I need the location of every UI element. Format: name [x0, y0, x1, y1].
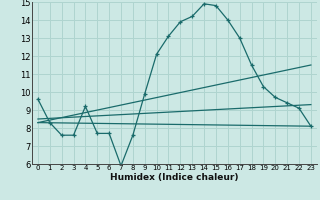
X-axis label: Humidex (Indice chaleur): Humidex (Indice chaleur) — [110, 173, 239, 182]
